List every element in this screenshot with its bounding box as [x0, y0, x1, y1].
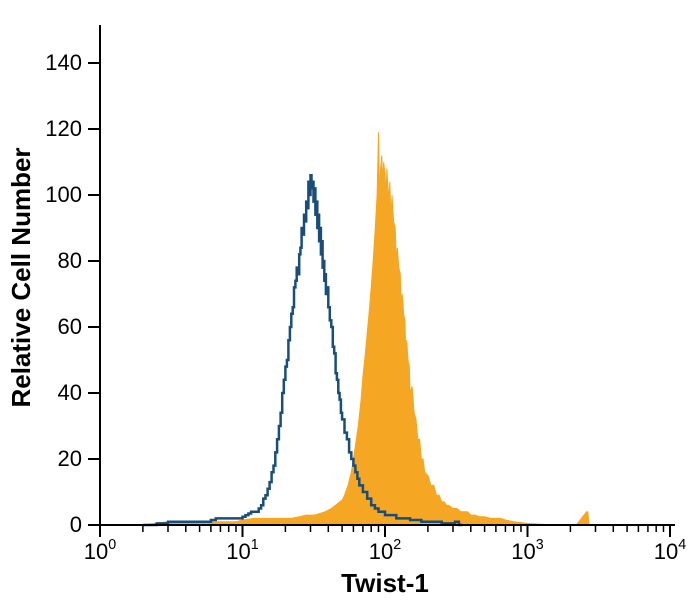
chart-svg: 020406080100120140Relative Cell Number10…: [0, 0, 696, 615]
y-tick-label: 60: [58, 314, 82, 339]
y-tick-label: 20: [58, 446, 82, 471]
y-tick-label: 120: [45, 116, 82, 141]
x-axis-label: Twist-1: [341, 568, 429, 598]
y-axis-label: Relative Cell Number: [6, 147, 36, 407]
y-tick-label: 100: [45, 182, 82, 207]
y-tick-label: 40: [58, 380, 82, 405]
y-tick-label: 0: [70, 512, 82, 537]
y-tick-label: 80: [58, 248, 82, 273]
y-tick-label: 140: [45, 50, 82, 75]
flow-cytometry-histogram: 020406080100120140Relative Cell Number10…: [0, 0, 696, 615]
